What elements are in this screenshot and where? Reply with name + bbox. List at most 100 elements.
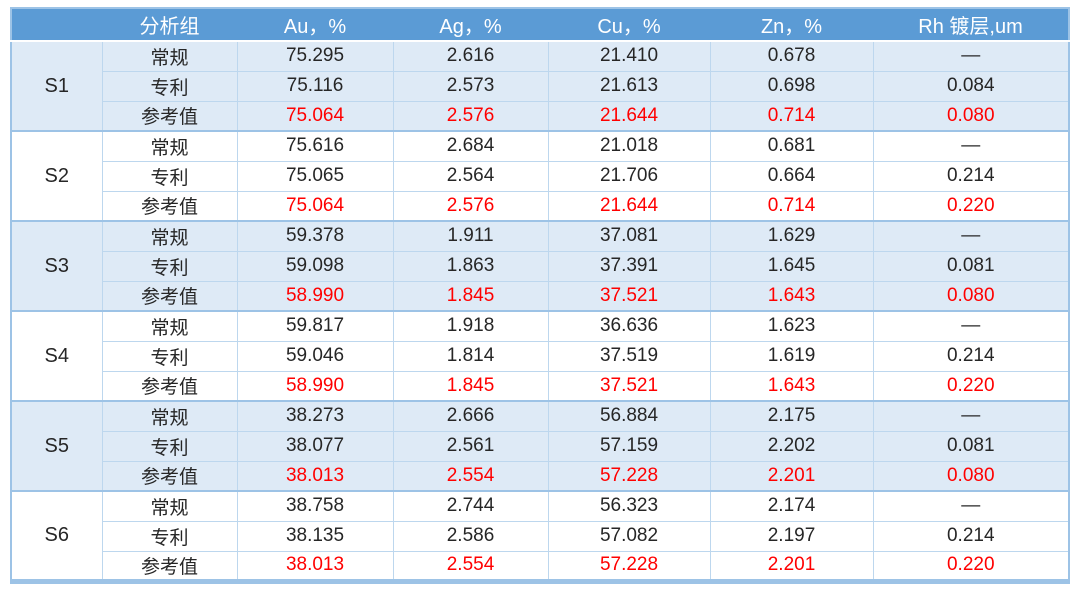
analysis-method-cell: 参考值 <box>101 460 238 492</box>
analysis-method-cell: 常规 <box>101 490 238 522</box>
value-cell: 0.081 <box>872 430 1070 462</box>
value-cell: 0.698 <box>709 70 874 102</box>
value-cell: 36.636 <box>547 310 711 342</box>
table-row: 参考值 58.990 1.845 37.521 1.643 0.080 <box>11 280 1070 312</box>
analysis-method-cell: 常规 <box>101 400 238 432</box>
value-cell: 0.214 <box>872 340 1070 372</box>
table-row: 专利 59.046 1.814 37.519 1.619 0.214 <box>11 340 1070 372</box>
table-row: 参考值 75.064 2.576 21.644 0.714 0.080 <box>11 100 1070 132</box>
value-cell: 2.554 <box>392 550 549 582</box>
value-cell: 0.220 <box>872 370 1070 402</box>
value-cell: — <box>872 490 1070 522</box>
value-cell: 75.064 <box>236 100 394 132</box>
value-cell: 0.220 <box>872 190 1070 222</box>
value-cell: 57.228 <box>547 550 711 582</box>
header-cell-zn: Zn，% <box>710 8 873 42</box>
sample-group-label: S1 <box>10 40 103 132</box>
sample-group-label: S6 <box>10 490 103 582</box>
sample-group-label: S5 <box>10 400 103 492</box>
value-cell: 2.197 <box>709 520 874 552</box>
value-cell: 1.845 <box>392 280 549 312</box>
value-cell: 1.619 <box>709 340 874 372</box>
value-cell: 0.714 <box>709 190 874 222</box>
value-cell: 37.521 <box>547 370 711 402</box>
analysis-method-cell: 专利 <box>101 250 238 282</box>
analysis-method-cell: 专利 <box>101 520 238 552</box>
value-cell: 2.666 <box>392 400 549 432</box>
value-cell: 21.644 <box>547 190 711 222</box>
value-cell: 1.845 <box>392 370 549 402</box>
analysis-method-cell: 参考值 <box>101 280 238 312</box>
table-row: 参考值 38.013 2.554 57.228 2.201 0.220 <box>11 550 1070 582</box>
analysis-method-cell: 常规 <box>101 310 238 342</box>
header-cell-analysis-group: 分析组 <box>102 8 237 42</box>
value-cell: 1.643 <box>709 370 874 402</box>
analysis-method-cell: 参考值 <box>101 550 238 582</box>
value-cell: 58.990 <box>236 370 394 402</box>
value-cell: — <box>872 220 1070 252</box>
value-cell: 2.201 <box>709 460 874 492</box>
table-row: 专利 75.065 2.564 21.706 0.664 0.214 <box>11 160 1070 192</box>
table-row: S4 常规 59.817 1.918 36.636 1.623— <box>10 310 1070 402</box>
value-cell: 75.064 <box>236 190 394 222</box>
analysis-method-cell: 常规 <box>101 220 238 252</box>
value-cell: 38.273 <box>236 400 394 432</box>
header-cell-ag: Ag，% <box>393 8 548 42</box>
value-cell: 0.681 <box>709 130 874 162</box>
header-cell-rh-plating: Rh 镀层,um <box>873 8 1069 42</box>
value-cell: 75.116 <box>236 70 394 102</box>
analysis-method-cell: 专利 <box>101 160 238 192</box>
table-row: 参考值 75.064 2.576 21.644 0.714 0.220 <box>11 190 1070 222</box>
value-cell: 75.616 <box>236 130 394 162</box>
table-row: S5 常规 38.273 2.666 56.884 2.175— <box>10 400 1070 492</box>
analysis-method-cell: 专利 <box>101 340 238 372</box>
value-cell: 2.586 <box>392 520 549 552</box>
value-cell: 0.080 <box>872 280 1070 312</box>
analysis-method-cell: 参考值 <box>101 370 238 402</box>
table-body: S1 常规 75.295 2.616 21.410 0.678— 专利 75.116 2.573… <box>10 40 1070 582</box>
value-cell: 56.323 <box>547 490 711 522</box>
value-cell: 21.018 <box>547 130 711 162</box>
value-cell: 2.561 <box>392 430 549 462</box>
value-cell: 0.214 <box>872 160 1070 192</box>
value-cell: 1.623 <box>709 310 874 342</box>
table-row: S3 常规 59.378 1.911 37.081 1.629— <box>10 220 1070 312</box>
table-header: 分析组 Au，% Ag，% Cu，% Zn，% Rh 镀层,um <box>11 8 1069 42</box>
value-cell: 1.814 <box>392 340 549 372</box>
value-cell: 59.098 <box>236 250 394 282</box>
value-cell: 21.613 <box>547 70 711 102</box>
page: 分析组 Au，% Ag，% Cu，% Zn，% Rh 镀层,um S1 常规 75.… <box>10 7 1070 584</box>
value-cell: 0.220 <box>872 550 1070 582</box>
value-cell: 59.046 <box>236 340 394 372</box>
value-cell: 59.817 <box>236 310 394 342</box>
analysis-method-cell: 参考值 <box>101 190 238 222</box>
table-row: 参考值 38.013 2.554 57.228 2.201 0.080 <box>11 460 1070 492</box>
value-cell: 2.175 <box>709 400 874 432</box>
table-row: 专利 38.077 2.561 57.159 2.202 0.081 <box>11 430 1070 462</box>
table-row: S1 常规 75.295 2.616 21.410 0.678— <box>10 40 1070 132</box>
value-cell: 0.080 <box>872 460 1070 492</box>
value-cell: 1.643 <box>709 280 874 312</box>
value-cell: 2.201 <box>709 550 874 582</box>
value-cell: 2.576 <box>392 100 549 132</box>
value-cell: 0.664 <box>709 160 874 192</box>
value-cell: 2.174 <box>709 490 874 522</box>
value-cell: 56.884 <box>547 400 711 432</box>
value-cell: 2.684 <box>392 130 549 162</box>
value-cell: 57.082 <box>547 520 711 552</box>
analysis-method-cell: 常规 <box>101 130 238 162</box>
value-cell: 38.077 <box>236 430 394 462</box>
value-cell: 75.065 <box>236 160 394 192</box>
value-cell: 1.911 <box>392 220 549 252</box>
value-cell: 38.758 <box>236 490 394 522</box>
sample-group-label: S2 <box>10 130 103 222</box>
value-cell: 0.084 <box>872 70 1070 102</box>
analysis-results-table: 分析组 Au，% Ag，% Cu，% Zn，% Rh 镀层,um S1 常规 75.… <box>10 7 1070 584</box>
analysis-method-cell: 参考值 <box>101 100 238 132</box>
value-cell: 1.629 <box>709 220 874 252</box>
analysis-method-cell: 专利 <box>101 70 238 102</box>
table-row: 专利 38.135 2.586 57.082 2.197 0.214 <box>11 520 1070 552</box>
value-cell: 57.159 <box>547 430 711 462</box>
value-cell: 57.228 <box>547 460 711 492</box>
value-cell: — <box>872 310 1070 342</box>
